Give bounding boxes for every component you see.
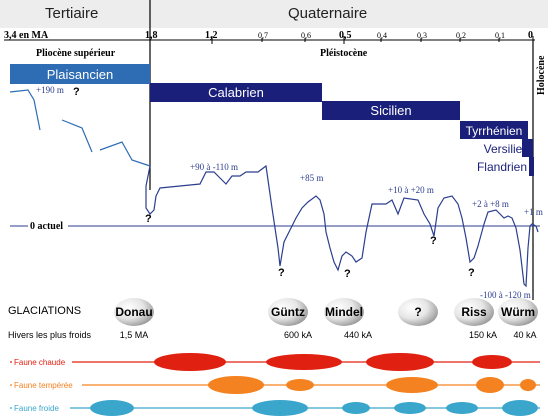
sea-level-curve-pliocene: [9, 89, 151, 167]
fauna-temperee-label: Faune tempérée: [14, 381, 73, 390]
fauna-chaude-label: Faune chaude: [14, 358, 66, 367]
fauna-chaude-period: [266, 354, 342, 370]
stage-bar-sicilien: [322, 101, 460, 120]
annotation-question: ?: [145, 213, 152, 225]
tick-label: 0: [528, 30, 533, 41]
epoch-label-holocene: Holocène: [536, 55, 547, 95]
fauna-chaude-period: [366, 353, 434, 371]
glaciation-markers: Donau Güntz Mindel ? Riss Würm: [114, 298, 538, 326]
glaciation-age-mindel: 440 kA: [344, 330, 372, 340]
tick-label: 0,5: [339, 30, 352, 41]
glaciation-ages: 1,5 MA 600 kA 440 kA 150 kA 40 kA: [120, 330, 537, 340]
stage-label-sicilien: Sicilien: [370, 103, 411, 118]
glaciation-egg-wurm: [498, 298, 538, 326]
glaciation-name-riss: Riss: [461, 305, 487, 319]
fauna-froide-period: [446, 402, 478, 414]
fauna-chaude-period: [472, 355, 512, 369]
annotation-plus1: +1 m: [524, 207, 543, 217]
fauna-froide-period: [90, 400, 134, 416]
glaciation-name-unknown: ?: [414, 305, 421, 319]
baseline-label: 0 actuel: [30, 221, 63, 232]
tick-label: 0,4: [377, 31, 387, 40]
glaciation-age-riss: 150 kA: [469, 330, 497, 340]
glaciation-egg-unknown: [398, 298, 438, 326]
fauna-chaude-label-bg: [12, 356, 72, 368]
annotation-question: ?: [430, 235, 437, 247]
stage-bars: Plaisancien Calabrien Sicilien Tyrrhénie…: [10, 64, 534, 176]
glaciation-age-wurm: 40 kA: [513, 330, 536, 340]
fauna-froide-label-bg: [12, 402, 70, 414]
sea-level-annotations: +190 m ? +90 à -110 m ? +85 m ? ? +10 à …: [36, 85, 543, 300]
annotation-minus100-minus120: -100 à -120 m: [480, 290, 531, 300]
baseline-label-bg: [28, 219, 68, 232]
fauna-froide-period: [394, 402, 426, 414]
fauna-temperee-period: [386, 377, 438, 393]
fauna-chaude-period: [154, 353, 226, 371]
glaciation-egg-mindel: [324, 298, 364, 326]
stage-label-versilien: Versilien: [484, 142, 529, 156]
timescale-start-label: 3,4 en MA: [4, 30, 49, 41]
glaciation-age-donau: 1,5 MA: [120, 330, 149, 340]
tick-label: 0,7: [258, 31, 268, 40]
glaciations-subheading: Hivers les plus froids: [8, 330, 92, 340]
tick-label: 1,2: [205, 30, 218, 41]
era-label-tertiaire: Tertiaire: [45, 5, 98, 22]
fauna-froide-row: Faune froide: [10, 400, 540, 416]
stage-label-flandrien: Flandrien: [477, 160, 527, 174]
fauna-froide-period: [252, 400, 308, 416]
glaciations-heading: GLACIATIONS: [8, 305, 81, 317]
stage-bar-plaisancien: [10, 64, 150, 84]
epoch-label-pleistocene: Pléistocène: [320, 48, 368, 59]
era-header-bg: [0, 0, 548, 28]
fauna-froide-period: [502, 400, 538, 416]
sea-level-curve-pleistocene: [145, 164, 539, 288]
fauna-chaude-row: Faune chaude: [10, 353, 540, 371]
annotation-plus90-minus110: +90 à -110 m: [190, 162, 238, 172]
timescale-ticks: 1,8 1,2 0,7 0,6 0,5 0,4 0,3 0,2 0,1 0: [145, 30, 534, 44]
era-label-quaternaire: Quaternaire: [288, 5, 367, 22]
tick-label: 0,3: [417, 31, 427, 40]
fauna-temperee-row: Faune tempérée: [10, 376, 540, 394]
stage-bar-flandrien: [529, 157, 534, 176]
stage-label-plaisancien: Plaisancien: [47, 67, 114, 82]
fauna-temperee-period: [286, 379, 314, 391]
fauna-temperee-period: [208, 376, 264, 394]
fauna-froide-period: [342, 402, 370, 414]
fauna-temperee-period: [476, 377, 504, 393]
stage-bar-versilien: [522, 139, 533, 157]
annotation-plus2-plus8: +2 à +8 m: [472, 199, 509, 209]
glaciation-name-wurm: Würm: [501, 305, 535, 319]
epoch-label-pliocene: Pliocène supérieur: [36, 48, 116, 59]
glaciation-name-mindel: Mindel: [325, 305, 363, 319]
annotation-question: ?: [468, 267, 475, 279]
tick-label: 0,1: [495, 31, 505, 40]
glaciation-egg-guntz: [268, 298, 308, 326]
annotation-plus10-plus20: +10 à +20 m: [388, 185, 434, 195]
fauna-temperee-period: [520, 379, 536, 391]
annotation-question: ?: [344, 268, 351, 280]
annotation-plus85: +85 m: [300, 173, 323, 183]
annotation-plus190: +190 m: [36, 85, 64, 95]
glaciation-name-guntz: Güntz: [271, 305, 305, 319]
stage-bar-tyrrhenien: [460, 121, 528, 139]
annotation-question: ?: [278, 267, 285, 279]
stage-label-calabrien: Calabrien: [208, 85, 264, 100]
fauna-froide-label: Faune froide: [14, 404, 59, 413]
glaciation-egg-riss: [454, 298, 494, 326]
glaciation-egg-donau: [114, 298, 154, 326]
glaciation-age-guntz: 600 kA: [284, 330, 312, 340]
tick-label: 0,2: [456, 31, 466, 40]
stage-label-tyrrhenien: Tyrrhénien: [466, 124, 523, 138]
fauna-temperee-label-bg: [12, 379, 82, 391]
tick-label: 0,6: [301, 31, 311, 40]
annotation-question: ?: [73, 86, 80, 98]
tick-label: 1,8: [145, 30, 158, 41]
glaciation-name-donau: Donau: [115, 305, 152, 319]
stage-bar-calabrien: [150, 83, 322, 102]
